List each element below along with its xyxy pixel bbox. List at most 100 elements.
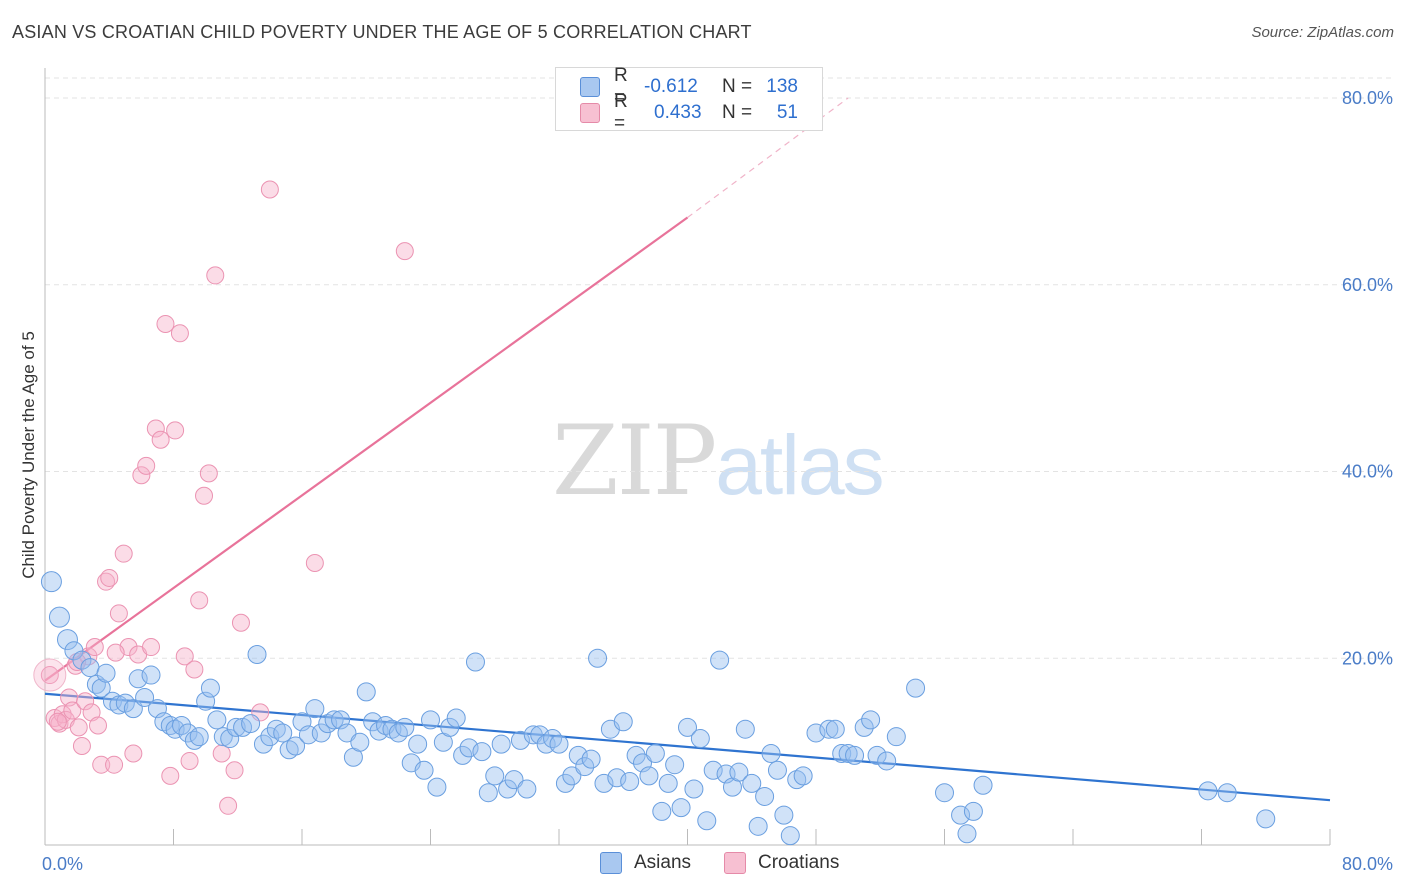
watermark-atlas: atlas (715, 418, 884, 512)
croatians-point-large (33, 658, 67, 692)
tick-labels: 20.0% 40.0% 60.0% 80.0% 0.0% 80.0% (42, 88, 1393, 874)
legend-r-label: R = (614, 91, 628, 134)
legend-n-value: 138 (766, 76, 798, 97)
legend-row-croatians: R = 0.433 N = 51 (580, 91, 798, 134)
axes (44, 68, 1331, 846)
asians-point (517, 779, 537, 799)
croatians-point (206, 266, 225, 285)
asians-point (555, 773, 575, 793)
asians-point (854, 717, 874, 737)
asians-point (1217, 783, 1237, 803)
asians-point (96, 663, 116, 683)
croatians-point (395, 242, 414, 261)
croatians-point (212, 744, 231, 763)
croatians-point (305, 554, 324, 573)
croatians-point (231, 613, 250, 632)
asians-point (48, 606, 70, 628)
chart-title: ASIAN VS CROATIAN CHILD POVERTY UNDER TH… (12, 22, 752, 42)
asians-point (491, 734, 511, 754)
asians-point (465, 652, 485, 672)
croatians-point (63, 701, 82, 720)
asians-point (356, 682, 376, 702)
croatians-point (190, 591, 209, 610)
asians-point (793, 766, 813, 786)
legend-swatch-croatians (724, 852, 746, 874)
asians-point (91, 678, 111, 698)
croatians-point (132, 466, 151, 485)
x-tick-label-start: 0.0% (42, 854, 83, 874)
asians-point (395, 717, 415, 737)
croatians-point (124, 744, 143, 763)
y-tick-label: 80.0% (1342, 88, 1393, 108)
croatians-point (180, 751, 199, 770)
asians-point (819, 719, 839, 739)
asians-point (645, 743, 665, 763)
legend-n-value: 51 (776, 102, 798, 123)
croatians-point (82, 703, 101, 722)
asians-point (767, 760, 787, 780)
asians-point (427, 777, 447, 797)
croatians-point (105, 755, 124, 774)
asians-point (530, 725, 550, 745)
asians-point (279, 740, 299, 760)
asians-point (562, 766, 582, 786)
legend-swatch-croatians (580, 103, 600, 123)
croatians-point (219, 796, 238, 815)
asians-point (806, 723, 826, 743)
croatians-point (76, 692, 95, 711)
asians-point (135, 687, 155, 707)
legend-label-croatians: Croatians (758, 852, 840, 873)
asians-point (671, 798, 691, 818)
asians-point (363, 712, 383, 732)
asians-point (266, 719, 286, 739)
croatians-point (260, 180, 279, 199)
asians-point (40, 571, 62, 593)
asians-point (652, 801, 672, 821)
croatians-point (225, 761, 244, 780)
legend-swatch-asians (580, 77, 600, 97)
asians-point (658, 773, 678, 793)
croatians-point (89, 716, 108, 735)
asians-point (498, 779, 518, 799)
asians-point (963, 801, 983, 821)
croatians-point (100, 568, 119, 587)
asians-point (178, 723, 198, 743)
croatians-regression-line (44, 216, 689, 682)
asians-point (253, 734, 273, 754)
asians-point (72, 650, 92, 670)
legend-item-asians: Asians (600, 852, 691, 874)
croatians-point (72, 737, 91, 756)
croatians-point (40, 666, 59, 685)
asians-point (440, 717, 460, 737)
asians-point (286, 736, 306, 756)
series-legend: Asians Croatians (0, 852, 1406, 878)
asians-point (935, 783, 954, 803)
croatians-point (199, 464, 218, 483)
croatians-point (109, 604, 128, 623)
croatians-point (195, 486, 214, 505)
asians-point (414, 760, 434, 780)
legend-n-label: N = (722, 102, 753, 123)
asians-point (226, 717, 246, 737)
asians-point (568, 745, 588, 765)
asians-point (324, 710, 344, 730)
asians-point (200, 678, 220, 698)
croatians-point (151, 430, 170, 449)
watermark: ZIPatlas (552, 405, 885, 517)
asians-points (40, 571, 1276, 846)
croatians-point (156, 314, 175, 333)
asians-point (549, 734, 569, 754)
asians-point (735, 719, 755, 739)
asians-point (350, 732, 370, 752)
asians-point (421, 710, 440, 730)
croatians-point (146, 419, 165, 438)
croatians-point (92, 755, 111, 774)
regression-lines (44, 97, 1331, 802)
asians-point (684, 779, 704, 799)
asians-point (408, 734, 428, 754)
croatians-point (114, 544, 133, 563)
asians-point (1198, 781, 1218, 801)
legend-r-value: 0.433 (654, 102, 702, 123)
croatians-points (33, 180, 414, 815)
asians-point (957, 824, 977, 844)
